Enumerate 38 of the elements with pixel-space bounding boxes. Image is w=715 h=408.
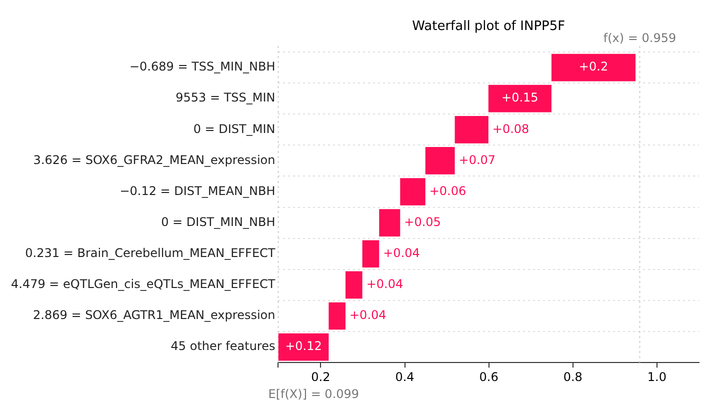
bar (328, 302, 346, 330)
bar (379, 209, 400, 236)
y-tick-label: 2.869 = SOX6_AGTR1_MEAN_expression (33, 308, 276, 322)
x-tick-label: 0.2 (311, 370, 330, 384)
y-tick-label: 4.479 = eQTLGen_cis_eQTLs_MEAN_EFFECT (10, 277, 276, 292)
y-tick-label: 45 other features (170, 339, 276, 354)
data-label: +0.08 (492, 122, 530, 136)
data-label: +0.05 (404, 214, 441, 229)
chart-title: Waterfall plot of INPP5F (412, 19, 566, 34)
bar (400, 178, 426, 206)
y-tick-label: −0.689 = TSS_MIN_NBH (129, 60, 276, 74)
x-tick-label: 0.8 (563, 370, 582, 384)
bar (346, 271, 362, 299)
y-tick-label: 0.231 = Brain_Cerebellum_MEAN_EFFECT (25, 246, 276, 260)
data-label: +0.04 (383, 246, 420, 260)
ref-line-label: E[f(X)] = 0.099 (268, 387, 360, 401)
data-label: +0.07 (458, 152, 496, 167)
y-tick-label: −0.12 = DIST_MEAN_NBH (120, 184, 276, 198)
data-label: +0.15 (502, 90, 538, 105)
ref-line-label: f(x) = 0.959 (603, 31, 676, 45)
data-label: +0.12 (285, 339, 322, 354)
y-tick-label: 9553 = TSS_MIN (176, 90, 276, 105)
bar (551, 54, 636, 82)
data-label: +0.06 (429, 184, 466, 198)
bar (425, 147, 455, 174)
bar (362, 240, 380, 268)
bar (488, 84, 552, 112)
y-tick-label: 0 = DIST_MIN_NBH (161, 214, 276, 229)
y-tick-label: 3.626 = SOX6_GFRA2_MEAN_expression (33, 152, 276, 167)
bar (454, 116, 488, 144)
data-label: +0.2 (578, 60, 608, 74)
x-tick-label: 1.0 (647, 370, 667, 384)
data-label: +0.04 (350, 308, 386, 322)
data-label: +0.04 (366, 277, 404, 292)
x-tick-label: 0.4 (395, 370, 414, 384)
bar (278, 333, 329, 361)
y-tick-label: 0 = DIST_MIN (193, 122, 276, 136)
x-tick-label: 0.6 (479, 370, 498, 384)
